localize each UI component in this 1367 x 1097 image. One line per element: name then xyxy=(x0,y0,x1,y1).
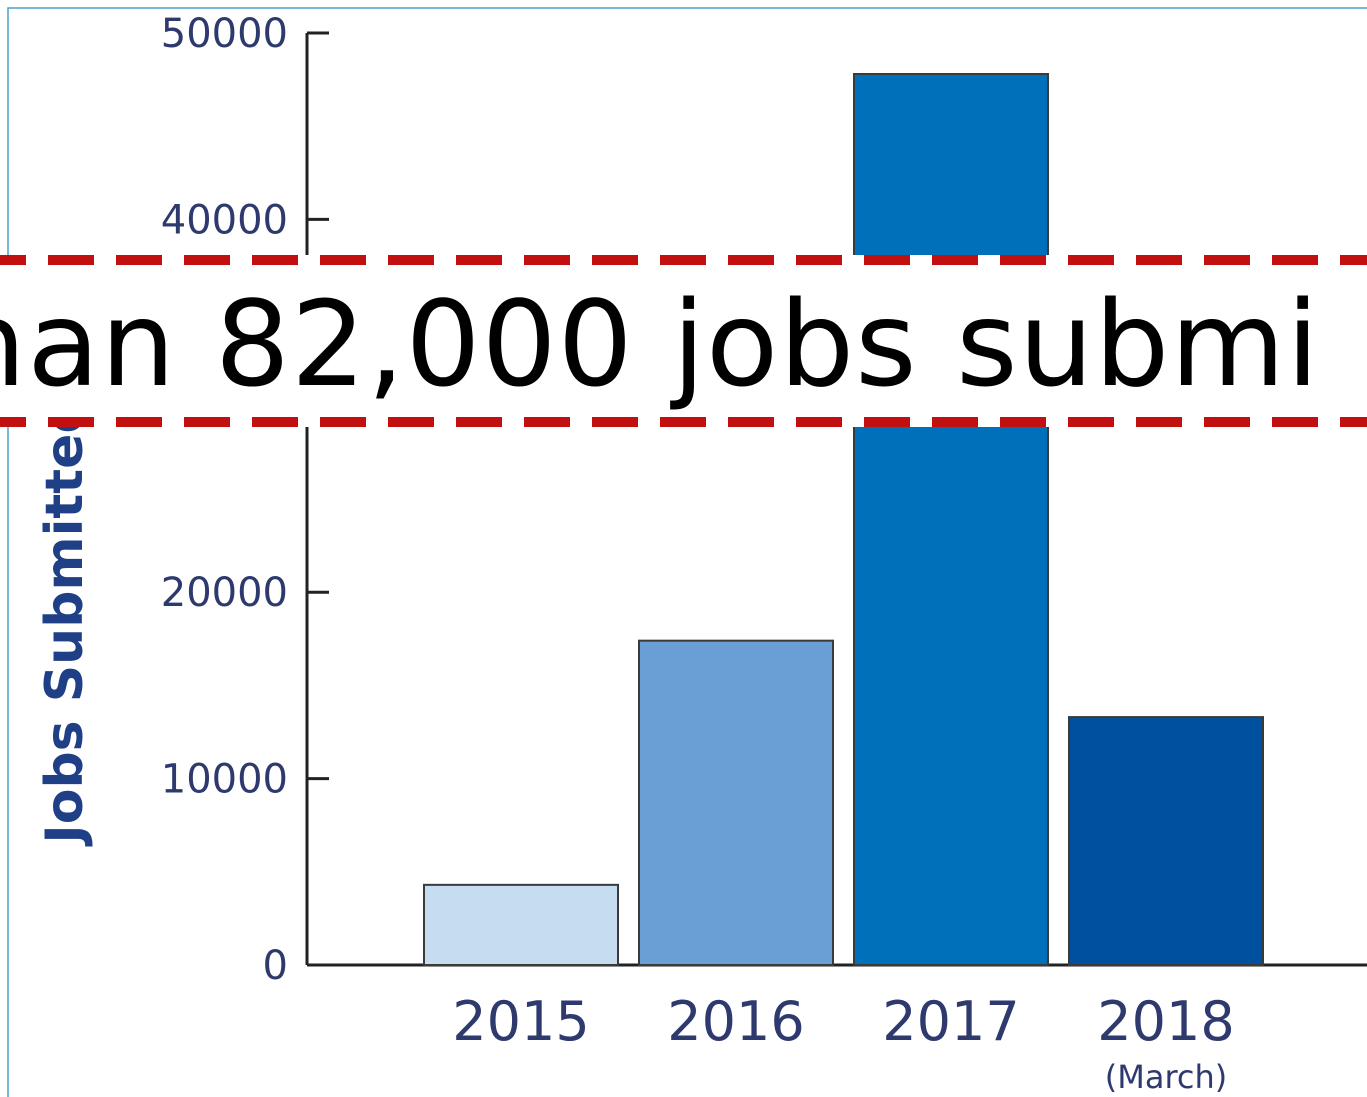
banner-dashed-border-top xyxy=(0,255,1367,265)
bar-2016 xyxy=(638,639,834,966)
y-tick-label-10000: 10000 xyxy=(161,757,288,803)
x-labels-group: 2015 2016 2017 2018 (March) xyxy=(452,990,1234,1096)
bar-2018 xyxy=(1068,716,1264,967)
x-tick-label-2018: 2018 xyxy=(1097,990,1234,1053)
y-axis-label: Jobs Submitted xyxy=(35,396,95,846)
y-tick-label-50000: 50000 xyxy=(161,11,288,57)
bar-2015 xyxy=(423,883,619,967)
y-ticks-group: 0 10000 20000 40000 50000 xyxy=(161,11,329,989)
y-tick-label-0: 0 xyxy=(263,943,288,989)
banner-dashed-border-bottom xyxy=(0,417,1367,427)
headline-banner: e than 82,000 jobs submi xyxy=(0,255,1367,427)
bars-group xyxy=(423,73,1264,967)
x-tick-label-2017: 2017 xyxy=(882,990,1019,1053)
chart-frame xyxy=(7,7,1367,1097)
y-tick-label-40000: 40000 xyxy=(161,197,288,243)
headline-text: e than 82,000 jobs submi xyxy=(0,275,1320,413)
x-tick-label-2015: 2015 xyxy=(452,990,589,1053)
x-tick-sublabel-2018: (March) xyxy=(1105,1058,1228,1096)
y-tick-label-20000: 20000 xyxy=(161,570,288,616)
bar-2017 xyxy=(853,73,1049,967)
x-tick-label-2016: 2016 xyxy=(667,990,804,1053)
